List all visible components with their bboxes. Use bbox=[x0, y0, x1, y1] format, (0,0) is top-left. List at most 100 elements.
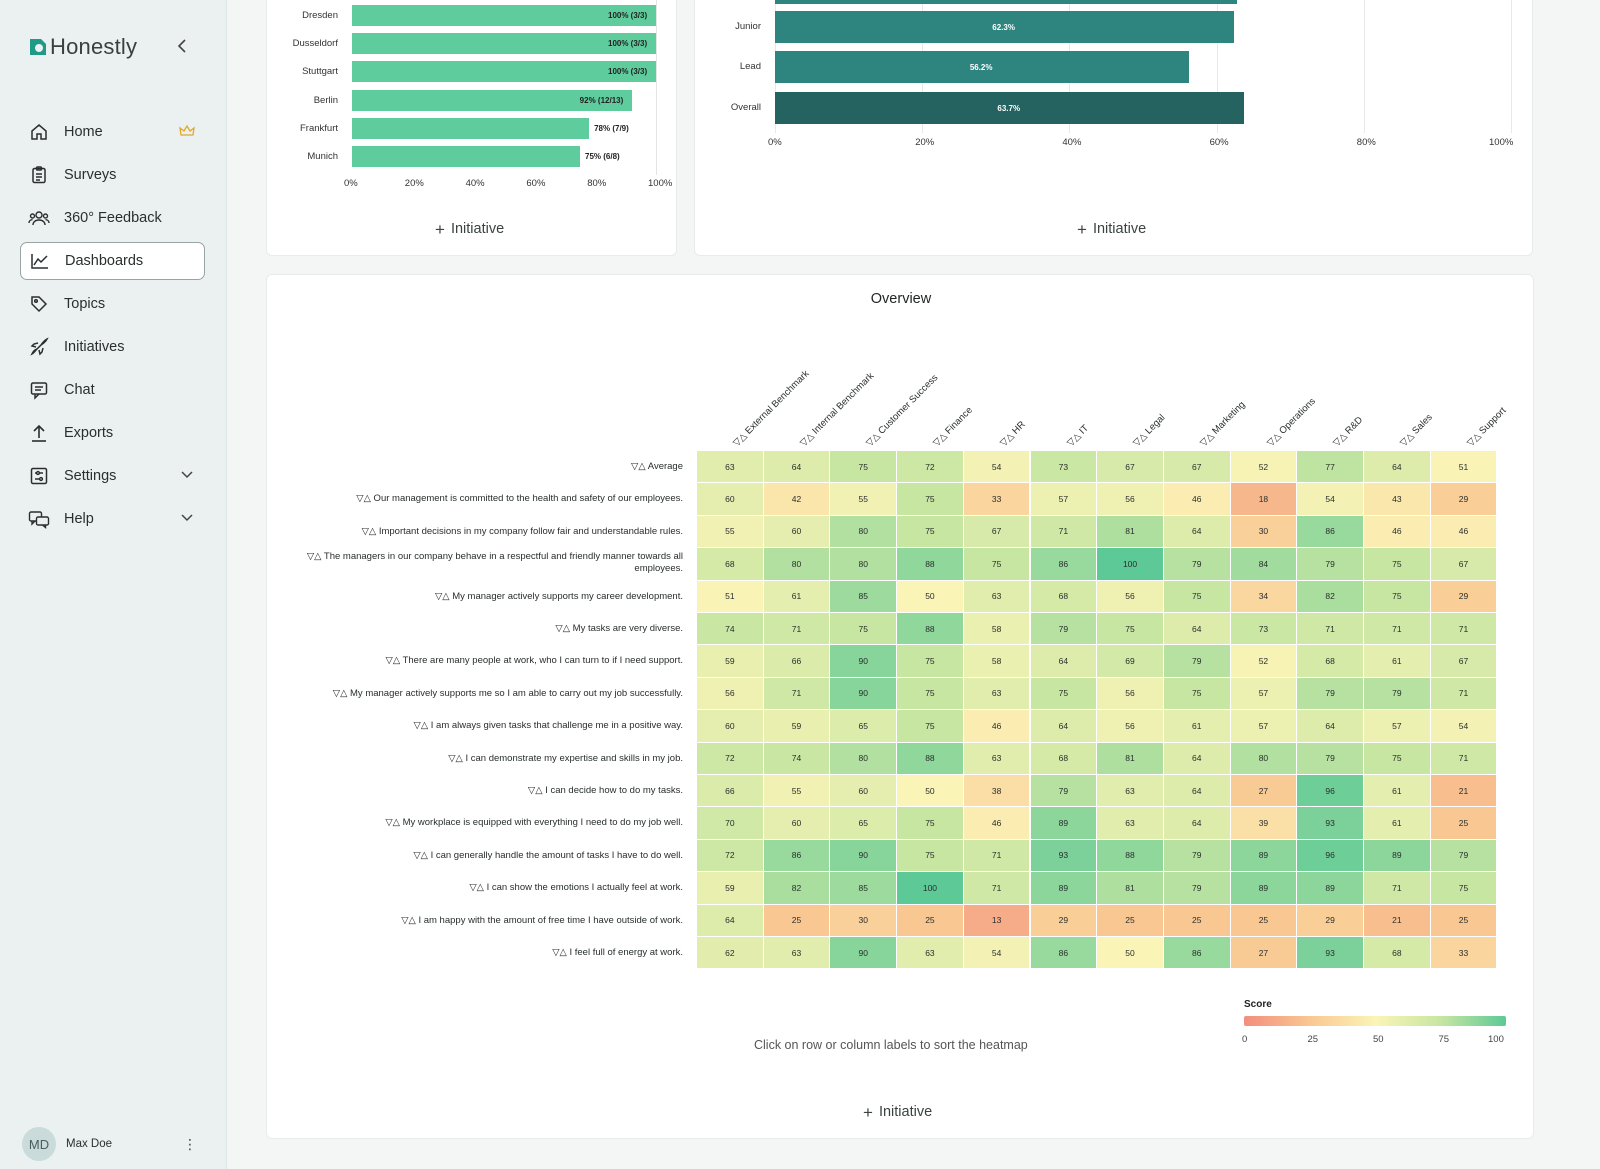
heatmap-cell[interactable]: 82 bbox=[1297, 580, 1364, 613]
heatmap-cell[interactable]: 54 bbox=[1297, 483, 1364, 516]
bar-category-label[interactable]: Frankfurt bbox=[299, 122, 338, 134]
heatmap-cell[interactable]: 86 bbox=[1297, 515, 1364, 549]
heatmap-cell[interactable]: 75 bbox=[830, 613, 898, 646]
heatmap-cell[interactable]: 59 bbox=[697, 872, 764, 905]
heatmap-cell[interactable]: 71 bbox=[963, 839, 1031, 873]
heatmap-cell[interactable]: 66 bbox=[697, 775, 764, 808]
heatmap-cell[interactable]: 60 bbox=[830, 775, 898, 808]
heatmap-cell[interactable]: 25 bbox=[1430, 807, 1498, 840]
heatmap-cell[interactable]: 71 bbox=[1430, 742, 1498, 775]
heatmap-cell[interactable]: 75 bbox=[897, 807, 964, 840]
heatmap-column-label[interactable]: ▽△ Operations bbox=[1264, 395, 1318, 449]
heatmap-cell[interactable]: 29 bbox=[1430, 483, 1498, 516]
heatmap-cell[interactable]: 61 bbox=[1364, 645, 1431, 678]
heatmap-cell[interactable]: 63 bbox=[697, 451, 764, 484]
heatmap-cell[interactable]: 66 bbox=[763, 645, 831, 678]
heatmap-cell[interactable]: 68 bbox=[1364, 937, 1431, 970]
heatmap-cell[interactable]: 46 bbox=[1364, 515, 1431, 549]
sidebar-item-initiatives[interactable]: Initiatives bbox=[20, 328, 205, 366]
bar-category-label[interactable]: Lead bbox=[739, 61, 761, 73]
heatmap-cell[interactable]: 42 bbox=[763, 483, 831, 516]
heatmap-cell[interactable]: 60 bbox=[697, 483, 764, 516]
heatmap-cell[interactable]: 100 bbox=[897, 872, 964, 905]
heatmap-cell[interactable]: 79 bbox=[1163, 645, 1231, 678]
heatmap-cell[interactable]: 79 bbox=[1163, 872, 1231, 905]
heatmap-cell[interactable]: 50 bbox=[1097, 937, 1164, 970]
heatmap-cell[interactable]: 79 bbox=[1163, 548, 1231, 581]
bar[interactable] bbox=[775, 51, 1189, 84]
heatmap-cell[interactable]: 21 bbox=[1430, 775, 1498, 808]
heatmap-cell[interactable]: 60 bbox=[763, 515, 831, 549]
sidebar-item-360-feedback[interactable]: 360° Feedback bbox=[20, 199, 205, 237]
heatmap-cell[interactable]: 68 bbox=[1030, 742, 1098, 775]
sidebar-item-surveys[interactable]: Surveys bbox=[20, 156, 205, 194]
heatmap-cell[interactable]: 29 bbox=[1430, 580, 1498, 613]
heatmap-cell[interactable]: 46 bbox=[963, 710, 1031, 743]
heatmap-column-label[interactable]: ▽△ Legal bbox=[1131, 412, 1168, 449]
bar[interactable] bbox=[352, 117, 590, 139]
heatmap-cell[interactable]: 71 bbox=[763, 613, 831, 646]
sidebar-item-home[interactable]: Home bbox=[20, 113, 205, 151]
heatmap-cell[interactable]: 63 bbox=[963, 677, 1031, 711]
heatmap-cell[interactable]: 58 bbox=[963, 645, 1031, 678]
heatmap-cell[interactable]: 30 bbox=[830, 904, 898, 937]
chevron-down-icon[interactable] bbox=[179, 510, 195, 526]
sidebar-item-topics[interactable]: Topics bbox=[20, 285, 205, 323]
heatmap-cell[interactable]: 75 bbox=[897, 515, 964, 549]
avatar[interactable]: MD bbox=[22, 1127, 56, 1161]
heatmap-row-label[interactable]: ▽△ Average bbox=[631, 461, 683, 472]
heatmap-cell[interactable]: 59 bbox=[697, 645, 764, 678]
heatmap-cell[interactable]: 80 bbox=[763, 548, 831, 581]
heatmap-cell[interactable]: 57 bbox=[1230, 710, 1298, 743]
heatmap-row-label[interactable]: ▽△ I am happy with the amount of free ti… bbox=[401, 914, 683, 926]
heatmap-row-label[interactable]: ▽△ My manager actively supports my caree… bbox=[435, 590, 683, 602]
heatmap-cell[interactable]: 60 bbox=[697, 710, 764, 743]
heatmap-cell[interactable]: 33 bbox=[963, 483, 1031, 516]
heatmap-cell[interactable]: 75 bbox=[897, 710, 964, 743]
heatmap-row-label[interactable]: ▽△ I can generally handle the amount of … bbox=[413, 849, 683, 861]
heatmap-cell[interactable]: 71 bbox=[1364, 613, 1431, 646]
heatmap-column-label[interactable]: ▽△ HR bbox=[997, 419, 1028, 449]
heatmap-cell[interactable]: 71 bbox=[1430, 677, 1498, 711]
heatmap-cell[interactable]: 56 bbox=[1097, 580, 1164, 613]
heatmap-cell[interactable]: 73 bbox=[1230, 613, 1298, 646]
bar-category-label[interactable]: Berlin bbox=[313, 94, 338, 106]
heatmap-cell[interactable]: 75 bbox=[1030, 677, 1098, 711]
heatmap-cell[interactable]: 88 bbox=[897, 742, 964, 775]
heatmap-cell[interactable]: 50 bbox=[897, 775, 964, 808]
heatmap-cell[interactable]: 74 bbox=[763, 742, 831, 775]
heatmap-cell[interactable]: 71 bbox=[963, 872, 1031, 905]
bar[interactable] bbox=[775, 11, 1234, 43]
heatmap-cell[interactable]: 30 bbox=[1230, 515, 1298, 549]
heatmap-cell[interactable]: 81 bbox=[1097, 872, 1164, 905]
sidebar-item-dashboards[interactable]: Dashboards bbox=[20, 242, 205, 280]
heatmap-cell[interactable]: 69 bbox=[1097, 645, 1164, 678]
bar[interactable] bbox=[352, 146, 580, 167]
heatmap-cell[interactable]: 90 bbox=[830, 839, 898, 873]
heatmap-cell[interactable]: 88 bbox=[897, 548, 964, 581]
heatmap-cell[interactable]: 54 bbox=[963, 451, 1031, 484]
heatmap-cell[interactable]: 63 bbox=[1097, 775, 1164, 808]
heatmap-cell[interactable]: 70 bbox=[697, 807, 764, 840]
heatmap-cell[interactable]: 64 bbox=[1163, 775, 1231, 808]
heatmap-cell[interactable]: 79 bbox=[1297, 548, 1364, 581]
heatmap-cell[interactable]: 96 bbox=[1297, 775, 1364, 808]
heatmap-row-label[interactable]: ▽△ I can demonstrate my expertise and sk… bbox=[448, 752, 683, 764]
heatmap-cell[interactable]: 55 bbox=[697, 515, 764, 549]
heatmap-cell[interactable]: 64 bbox=[1030, 645, 1098, 678]
heatmap-column-label[interactable]: ▽△ IT bbox=[1064, 422, 1091, 449]
heatmap-cell[interactable]: 90 bbox=[830, 937, 898, 970]
heatmap-cell[interactable]: 25 bbox=[897, 904, 964, 937]
heatmap-column-label[interactable]: ▽△ Support bbox=[1464, 405, 1509, 449]
sidebar-item-help[interactable]: Help bbox=[20, 500, 205, 538]
heatmap-column-label[interactable]: ▽△ Customer Success bbox=[864, 372, 941, 449]
add-initiative-button[interactable]: + Initiative bbox=[853, 1097, 943, 1127]
heatmap-cell[interactable]: 88 bbox=[897, 613, 964, 646]
heatmap-cell[interactable]: 73 bbox=[1030, 451, 1098, 484]
heatmap-cell[interactable]: 25 bbox=[1163, 904, 1231, 937]
heatmap-row-label[interactable]: ▽△ I am always given tasks that challeng… bbox=[413, 720, 683, 732]
heatmap-cell[interactable]: 80 bbox=[830, 742, 898, 775]
heatmap-cell[interactable]: 88 bbox=[1097, 839, 1164, 873]
heatmap-row-label[interactable]: ▽△ I can decide how to do my tasks. bbox=[527, 785, 683, 796]
heatmap-cell[interactable]: 63 bbox=[963, 742, 1031, 775]
